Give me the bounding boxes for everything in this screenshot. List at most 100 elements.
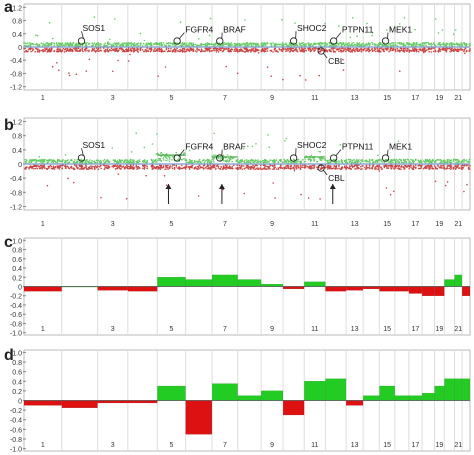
gain-point: [255, 44, 258, 47]
loss-point: [114, 168, 117, 170]
gain-point: [349, 44, 352, 47]
loss-point: [387, 167, 390, 169]
gain-point: [165, 159, 167, 162]
gain-point: [217, 157, 220, 160]
loss-point: [217, 167, 220, 169]
y-tick-label: -0.8: [10, 190, 22, 197]
loss-point: [116, 47, 118, 50]
loss-point: [392, 166, 394, 168]
gain-point: [318, 42, 321, 45]
loss-point: [164, 66, 167, 68]
gain-point: [27, 45, 30, 47]
gain-point: [227, 42, 229, 44]
arrow-head: [218, 184, 225, 189]
gain-point: [345, 42, 347, 44]
loss-point: [68, 74, 71, 77]
chrom-label: 1: [41, 221, 45, 228]
gene-label: FGFR4: [185, 25, 213, 35]
loss-point: [209, 164, 211, 166]
loss-point: [49, 49, 51, 52]
gain-point: [26, 42, 28, 45]
chrom-label: 9: [270, 326, 274, 333]
gain-point: [434, 18, 437, 20]
gain-point: [343, 160, 346, 163]
loss-point: [275, 168, 278, 170]
loss-point: [107, 164, 109, 167]
loss-point: [269, 168, 271, 170]
loss-point: [244, 51, 246, 53]
loss-point: [437, 164, 439, 166]
gain-point: [340, 44, 343, 47]
loss-point: [465, 164, 468, 167]
loss-point: [58, 165, 60, 167]
gain-point: [36, 159, 38, 161]
gain-point: [281, 161, 284, 164]
loss-point: [156, 50, 159, 52]
gain-point: [36, 34, 39, 37]
gain-point: [433, 42, 435, 44]
gain-point: [52, 161, 55, 164]
loss-point: [257, 51, 260, 54]
loss-point: [158, 167, 160, 170]
loss-point: [154, 47, 156, 50]
gain-point: [132, 161, 134, 164]
gain-point: [358, 42, 361, 44]
gene-label: CBL: [328, 173, 345, 183]
loss-point: [319, 168, 322, 170]
loss-point: [428, 47, 431, 50]
gain-point: [428, 43, 431, 45]
loss-point: [402, 48, 405, 50]
loss-point: [304, 79, 307, 81]
loss-point: [105, 165, 107, 167]
loss-point: [23, 48, 25, 50]
gain-point: [53, 44, 55, 47]
gain-point: [444, 45, 447, 47]
gain-point: [419, 44, 422, 46]
gain-point: [347, 44, 349, 46]
loss-point: [238, 50, 240, 53]
gain-point: [442, 43, 445, 45]
loss-point: [396, 47, 399, 50]
y-tick-label: 0.6: [12, 370, 22, 377]
loss-point: [266, 66, 269, 68]
loss-point: [243, 167, 246, 170]
loss-point: [393, 167, 395, 170]
loss-point: [295, 167, 298, 170]
gain-point: [452, 33, 455, 35]
loss-point: [299, 49, 301, 51]
arrow-head: [329, 184, 336, 189]
gain-point: [114, 43, 117, 45]
loss-point: [46, 51, 48, 53]
loss-point: [24, 51, 26, 53]
gain-point: [246, 44, 249, 47]
loss-point: [39, 164, 42, 167]
chrom-label: 11: [311, 95, 318, 102]
gain-point: [329, 42, 331, 45]
loss-point: [58, 48, 60, 51]
gain-point: [310, 158, 312, 161]
chrom-label: 7: [223, 221, 227, 228]
gain-point: [463, 42, 465, 44]
loss-point: [198, 165, 200, 168]
loss-point: [51, 65, 54, 68]
loss-point: [208, 50, 211, 53]
gain-point: [345, 161, 348, 163]
loss-point: [258, 49, 260, 51]
loss-point: [167, 164, 169, 167]
gain-point: [300, 44, 302, 47]
gain-point: [264, 44, 267, 46]
loss-point: [246, 49, 249, 52]
loss-point: [279, 164, 282, 167]
loss-point: [345, 168, 348, 170]
gain-point: [167, 42, 169, 45]
gain-point: [367, 161, 370, 163]
gene-label: SOS1: [82, 23, 105, 33]
loss-point: [390, 164, 393, 167]
gain-point: [276, 44, 278, 46]
loss-point: [165, 184, 168, 186]
loss-point: [242, 50, 245, 53]
loss-point: [279, 49, 282, 51]
loss-point: [77, 47, 80, 50]
chrom-label: 5: [170, 442, 174, 449]
gain-point: [234, 44, 237, 46]
